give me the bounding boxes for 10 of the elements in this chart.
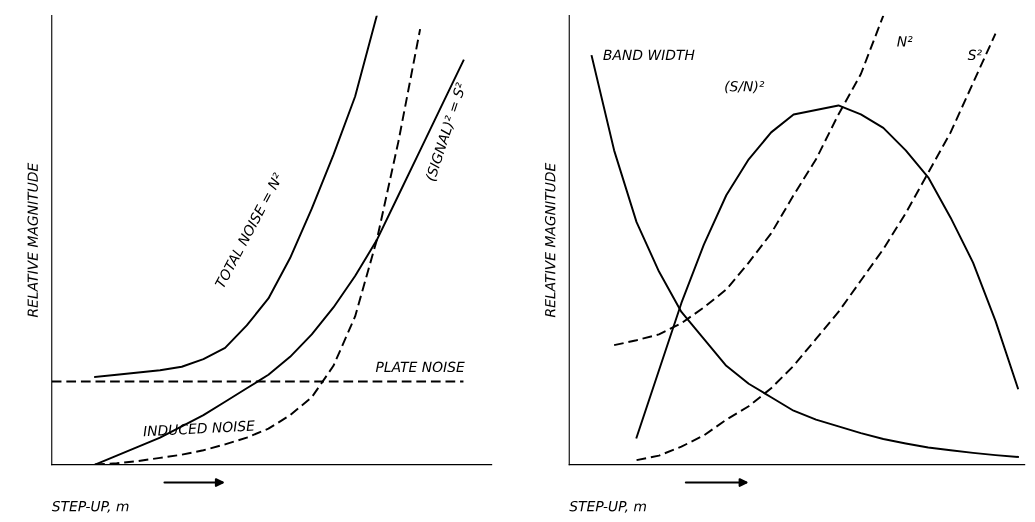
series-label: INDUCED NOISE xyxy=(143,420,256,437)
y-axis-title: RELATIVE MAGNITUDE xyxy=(27,162,38,318)
series-label: PLATE NOISE xyxy=(375,361,465,373)
series-label: S² xyxy=(967,49,982,61)
series-label: BAND WIDTH xyxy=(603,49,695,60)
y-axis-title: RELATIVE MAGNITUDE xyxy=(544,162,556,318)
series-label: N² xyxy=(897,36,913,47)
x-axis-title: STEP-UP, m xyxy=(51,500,129,513)
text: (S/N)² xyxy=(725,80,765,94)
x-axis-title: STEP-UP, m xyxy=(569,500,646,513)
